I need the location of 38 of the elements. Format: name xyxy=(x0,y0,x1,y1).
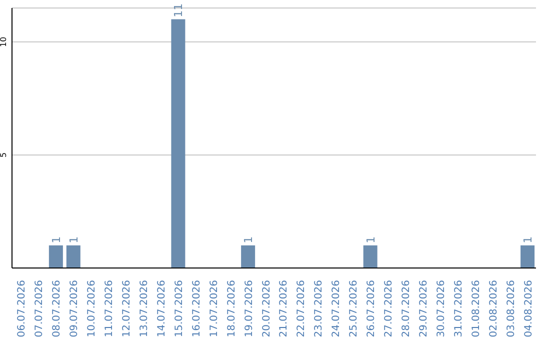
x-tick-label: 24.07.2026 xyxy=(331,280,342,338)
data-label: 11 xyxy=(172,3,186,18)
x-tick-label: 22.07.2026 xyxy=(296,280,308,338)
x-tick-label: 21.07.2026 xyxy=(278,280,290,338)
x-tick-label: 23.07.2026 xyxy=(314,280,325,338)
x-tick-label: 03.08.2026 xyxy=(506,280,517,338)
x-tick-label: 11.07.2026 xyxy=(104,280,116,338)
x-tick-label: 19.07.2026 xyxy=(244,280,255,338)
data-label: 1 xyxy=(242,236,256,244)
x-tick-label: 28.07.2026 xyxy=(401,280,412,338)
x-tick-label: 25.07.2026 xyxy=(348,280,360,338)
x-tick-label: 30.07.2026 xyxy=(436,280,447,338)
x-tick-label: 14.07.2026 xyxy=(156,280,168,338)
x-tick-label: 16.07.2026 xyxy=(191,280,202,338)
x-tick-label: 08.07.2026 xyxy=(52,280,63,338)
data-label: 1 xyxy=(364,236,378,244)
x-tick-label: 18.07.2026 xyxy=(226,280,238,338)
x-tick-label: 27.07.2026 xyxy=(384,280,395,338)
x-tick-label: 13.07.2026 xyxy=(139,280,150,338)
x-tick-label: 26.07.2026 xyxy=(366,280,378,338)
y-tick-label: 10 xyxy=(0,36,8,48)
x-tick-label: 17.07.2026 xyxy=(208,280,220,338)
x-tick-label: 20.07.2026 xyxy=(261,280,272,338)
data-label: 1 xyxy=(50,236,63,244)
x-tick-label: 12.07.2026 xyxy=(122,280,133,338)
x-tick-label: 04.08.2026 xyxy=(523,280,534,338)
x-tick-label: 02.08.2026 xyxy=(488,280,500,338)
x-tick-label: 07.07.2026 xyxy=(34,280,46,338)
y-tick-label: 5 xyxy=(0,152,8,158)
data-label: 1 xyxy=(67,236,80,244)
x-tick-label: 01.08.2026 xyxy=(470,280,482,338)
x-tick-label: 09.07.2026 xyxy=(69,280,80,338)
x-tick-label: 06.07.2026 xyxy=(16,280,28,338)
x-tick-label: 29.07.2026 xyxy=(418,280,430,338)
data-label: 1 xyxy=(522,236,535,244)
x-tick-label: 31.07.2026 xyxy=(453,280,464,338)
x-tick-label: 15.07.2026 xyxy=(174,280,185,338)
x-tick-label: 10.07.2026 xyxy=(86,280,98,338)
